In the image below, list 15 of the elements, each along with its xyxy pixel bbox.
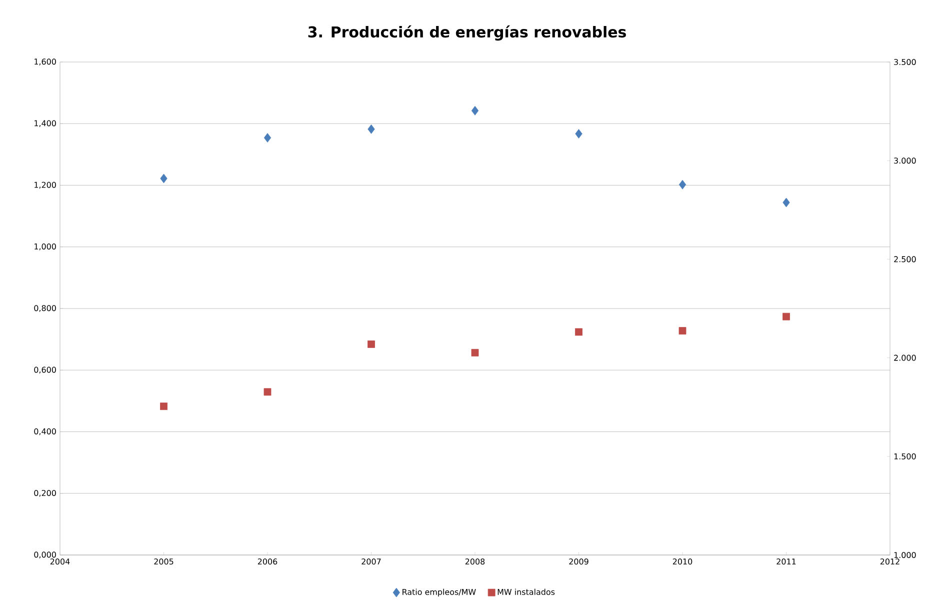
point: [678, 327, 686, 334]
point: [264, 388, 272, 396]
point: [160, 174, 168, 184]
point: [264, 133, 272, 142]
point: [575, 129, 582, 138]
point: [368, 340, 375, 348]
point: [471, 106, 479, 116]
point: [471, 348, 479, 356]
point: [575, 328, 582, 336]
point: [782, 312, 790, 320]
chart-title: 3. Producción de energías renovables: [308, 25, 626, 41]
point: [368, 124, 375, 134]
point: [678, 180, 686, 190]
point: [160, 402, 168, 410]
point: [782, 198, 790, 208]
